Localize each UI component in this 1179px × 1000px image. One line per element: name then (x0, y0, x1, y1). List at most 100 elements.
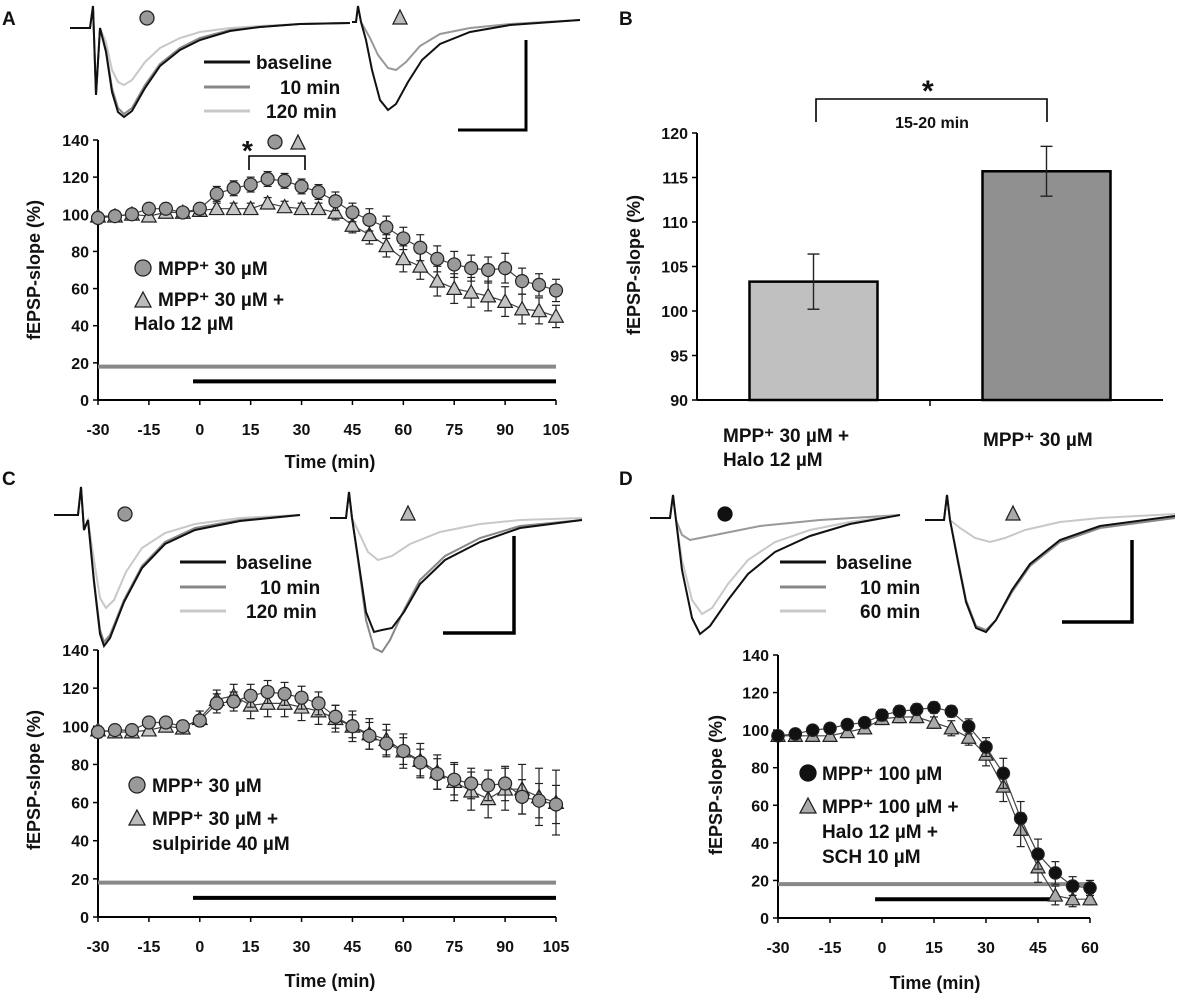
series-line (98, 202, 557, 317)
data-point-circle (243, 688, 258, 703)
panel-c-label: C (2, 469, 16, 490)
panel-b-label: B (619, 9, 633, 30)
legend-triangle-icon (127, 808, 147, 826)
data-point-triangle (208, 200, 226, 216)
data-point-circle (243, 177, 258, 192)
y-tick-label: 20 (71, 356, 89, 373)
y-tick-label: 120 (742, 686, 769, 703)
data-point-circle (875, 708, 889, 722)
y-tick-label: 120 (62, 170, 89, 187)
y-tick-label: 60 (71, 282, 89, 299)
data-point-circle (961, 719, 976, 734)
data-point-circle (396, 743, 411, 759)
x-tick-label: 15 (242, 939, 260, 956)
data-point-circle (514, 274, 530, 289)
plot-c: 0 20 40 60 80 100 120 140 -30 -15 0 15 30 45 60 75 90 105 (62, 643, 569, 956)
data-point-circle (857, 715, 872, 730)
trace-legend-baseline: baseline (836, 553, 912, 574)
trace-a2-baseline (352, 5, 581, 112)
scale-bar-c (443, 536, 516, 635)
trace-legend-10min: 10 min (860, 578, 920, 599)
data-point-circle (892, 704, 907, 719)
category-label-1b: Halo 12 µM (723, 450, 823, 471)
data-point-circle (192, 201, 207, 216)
panel-c: C baseline 10 min 120 min 0 20 40 60 80 100 12… (2, 469, 583, 991)
data-point-circle (823, 721, 837, 736)
data-point-triangle (276, 198, 293, 214)
data-point-circle (107, 209, 123, 224)
data-point-circle (175, 719, 190, 734)
data-point-circle (209, 696, 224, 711)
data-point-circle (771, 728, 785, 743)
data-point-circle (909, 702, 924, 717)
triangle-marker-icon (1004, 504, 1022, 521)
data-point-circle (362, 212, 377, 227)
trace-legend-baseline: baseline (256, 53, 332, 74)
plot-b: 90 95 100 105 110 115 120 (661, 126, 1163, 410)
y-tick-label: 95 (670, 349, 688, 366)
triangle-marker-icon (391, 8, 409, 25)
y-tick-label: 60 (751, 798, 769, 815)
trace-d2-60min (925, 494, 1176, 544)
series-circle (90, 170, 564, 303)
y-tick-label: 100 (742, 723, 769, 740)
y-tick-label: 115 (662, 171, 688, 188)
data-point-circle (379, 736, 394, 751)
trace-c1-baseline (54, 486, 301, 649)
trace-legend-120min: 120 min (266, 102, 337, 123)
y-tick-label: 80 (751, 761, 769, 778)
legend-a-1: MPP⁺ 30 µM (158, 259, 268, 280)
x-tick-label: -15 (818, 940, 841, 957)
x-axis-label-a: Time (min) (285, 452, 376, 472)
trace-legend-60min: 60 min (860, 602, 920, 623)
data-point-circle (260, 684, 275, 700)
y-tick-label: 40 (71, 319, 89, 336)
data-point-circle (362, 728, 377, 743)
data-point-circle (260, 171, 275, 187)
y-tick-label: 120 (62, 681, 89, 698)
trace-c2-baseline (330, 491, 583, 634)
data-point-triangle (513, 300, 531, 316)
data-point-triangle (925, 714, 943, 729)
data-point-circle (158, 715, 173, 730)
data-point-circle (840, 717, 855, 732)
y-tick-label: 40 (71, 834, 89, 851)
trace-legend-baseline: baseline (236, 553, 312, 574)
data-point-circle (464, 776, 479, 791)
data-point-circle (498, 776, 513, 791)
data-point-circle (124, 722, 140, 738)
data-point-triangle (1081, 890, 1099, 906)
x-tick-label: 60 (394, 422, 412, 439)
x-tick-label: 15 (925, 940, 943, 957)
circle-marker-icon (717, 506, 733, 522)
y-tick-label: 140 (62, 643, 89, 660)
legend-d-2b: Halo 12 µM + (822, 822, 938, 843)
legend-d-1: MPP⁺ 100 µM (822, 764, 942, 785)
data-point-triangle (428, 272, 446, 288)
data-point-triangle (378, 237, 395, 253)
y-tick-label: 20 (71, 872, 89, 889)
data-point-circle (158, 201, 173, 216)
y-axis-label-a: fEPSP-slope (%) (24, 200, 44, 340)
data-point-triangle (411, 257, 429, 273)
y-tick-label: 120 (661, 126, 688, 143)
bar (981, 170, 1112, 402)
data-point-circle (209, 186, 224, 201)
y-tick-label: 20 (751, 873, 769, 890)
panel-d: D baseline 10 min 60 min 0 20 40 60 80 100 120… (619, 469, 1176, 993)
legend-d-2a: MPP⁺ 100 µM + (822, 797, 959, 818)
trace-legend-10min: 10 min (260, 578, 320, 599)
triangle-marker-icon (289, 133, 307, 150)
significance-a: * (242, 133, 307, 170)
data-point-triangle (839, 723, 856, 739)
data-point-circle (548, 797, 564, 812)
series-line (97, 178, 557, 291)
data-point-circle (413, 755, 428, 770)
data-point-circle (1048, 866, 1063, 880)
x-tick-label: -15 (137, 939, 160, 956)
legend-a-2b: Halo 12 µM (134, 314, 234, 335)
data-point-circle (927, 700, 941, 715)
trace-d1-baseline (650, 494, 901, 636)
y-tick-label: 80 (71, 757, 89, 774)
